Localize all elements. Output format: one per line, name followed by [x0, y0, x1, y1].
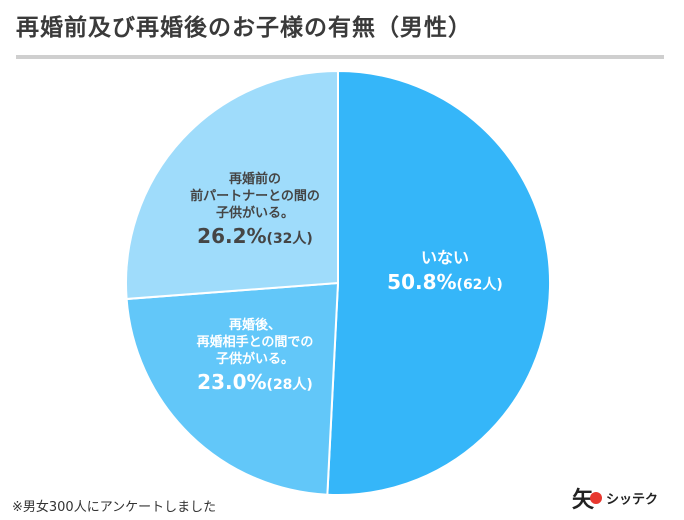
slice-label-line: 子供がいる。 — [215, 205, 294, 221]
slice-percent: 26.2% — [197, 223, 267, 248]
pie-slice-before-remarriage — [125, 69, 339, 301]
slice-label-line: 再婚後、 — [228, 318, 281, 333]
slice-label-before-remarriage: 再婚前の 前パートナーとの間の 子供がいる。 26.2%(32人) — [165, 172, 345, 249]
logo-dot-icon — [590, 492, 603, 504]
logo-mark: 矢 — [572, 488, 595, 513]
chart-title: 再婚前及び再婚後のお子様の有無（男性） — [16, 15, 472, 41]
site-logo: 矢シッテク — [572, 482, 658, 514]
slice-value: 50.8%(62人) — [360, 269, 530, 295]
slice-count: (62人) — [456, 276, 503, 293]
slice-label-line: 前パートナーとの間の — [190, 188, 320, 204]
slice-percent: 50.8% — [387, 269, 457, 294]
footnote: ※男女300人にアンケートしました — [12, 500, 217, 515]
slice-value: 23.0%(28人) — [165, 369, 345, 395]
logo-text: シッテク — [606, 492, 659, 508]
slice-label-line: 子供がいる。 — [215, 351, 294, 367]
slice-label-after-remarriage: 再婚後、 再婚相手との間での 子供がいる。 23.0%(28人) — [165, 318, 345, 395]
slice-label-line: 再婚相手との間での — [196, 334, 314, 350]
slice-label-none: いない 50.8%(62人) — [360, 248, 530, 295]
pie-slice-none — [326, 69, 551, 496]
slice-count: (32人) — [266, 230, 313, 247]
slice-value: 26.2%(32人) — [165, 223, 345, 249]
title-underline — [16, 55, 664, 59]
slice-label-line: 再婚前の — [228, 172, 281, 187]
slice-count: (28人) — [266, 376, 313, 393]
pie-slice-after-remarriage — [125, 281, 340, 496]
slice-percent: 23.0% — [197, 369, 267, 394]
slice-label-line: いない — [420, 248, 469, 267]
